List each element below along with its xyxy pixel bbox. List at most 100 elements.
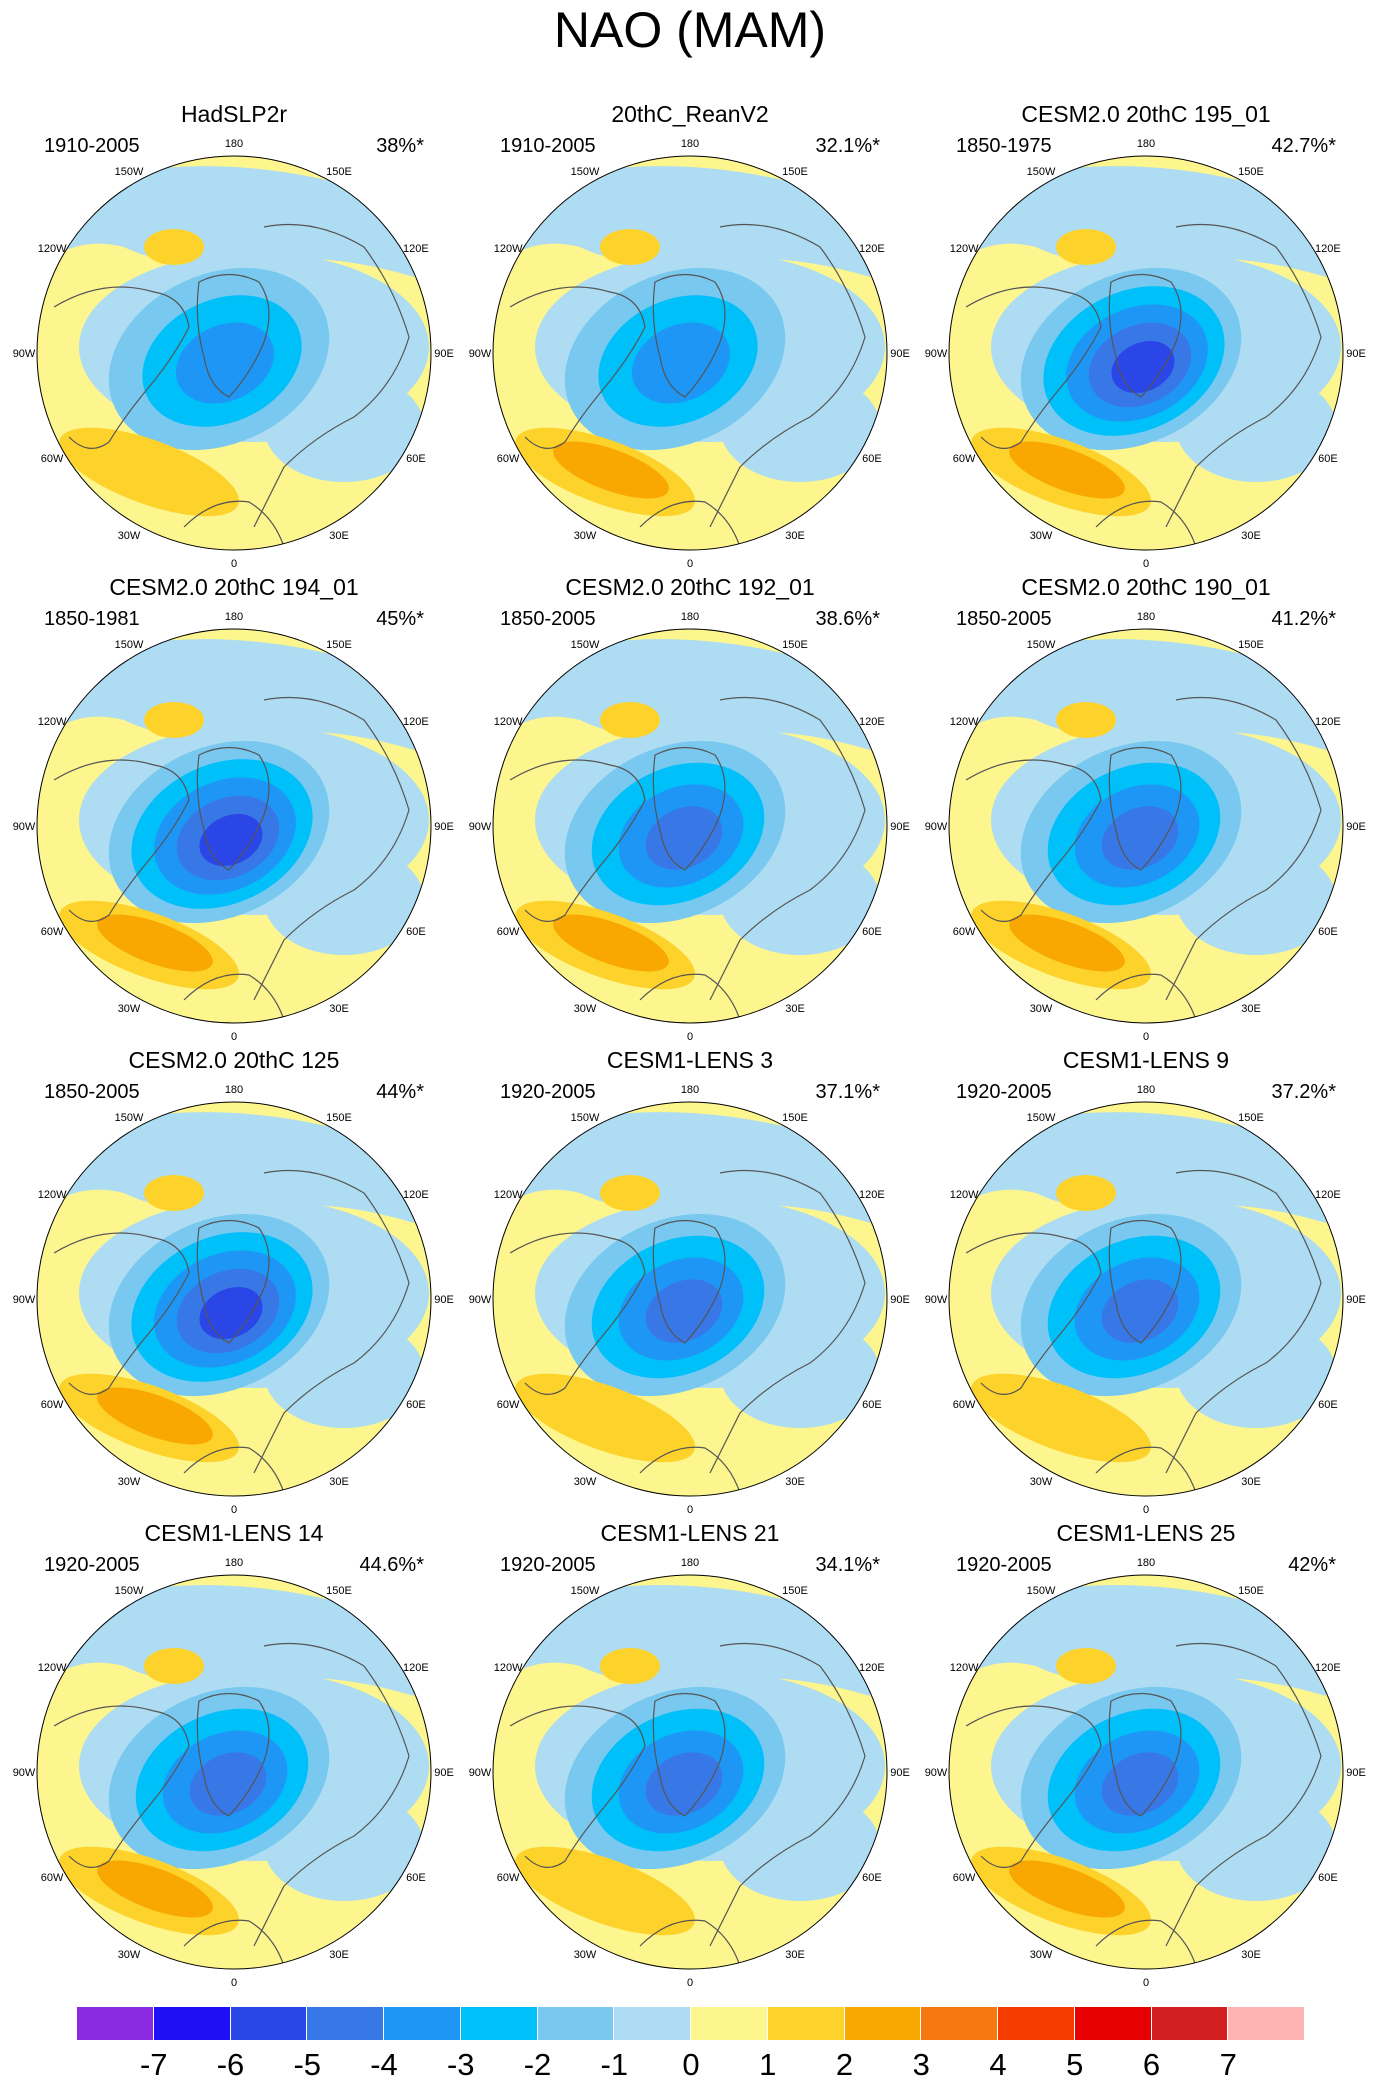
longitude-label: 60W [41, 1399, 64, 1411]
longitude-label: 120W [494, 1662, 523, 1674]
panel-title: HadSLP2r [180, 101, 288, 127]
colorbar-swatch [614, 2007, 691, 2040]
map-panel: CESM1-LENS 21 180 150E 120E 90E 60E 30E 0 30W 60W… [469, 1516, 910, 1991]
positive-contour [144, 702, 204, 738]
negative-contour [199, 813, 263, 867]
coastline-greenland [1108, 273, 1182, 398]
longitude-label: 180 [225, 138, 243, 150]
map-boundary [36, 628, 432, 1024]
map-boundary [492, 155, 888, 551]
coastline [1165, 696, 1322, 1001]
coastline [253, 696, 410, 1001]
coastline [509, 1232, 646, 1395]
longitude-label: 150W [1027, 1585, 1056, 1597]
longitude-label: 150W [115, 1112, 144, 1124]
longitude-label: 120E [1315, 716, 1341, 728]
coastline-greenland [652, 746, 726, 871]
field-negative-area [510, 1585, 870, 1696]
colorbar-tick-label: 7 [1219, 2047, 1237, 2082]
longitude-label: 90W [13, 1767, 36, 1779]
longitude-label: 120E [1315, 1189, 1341, 1201]
positive-contour [1056, 229, 1116, 265]
longitude-label: 60E [862, 1872, 882, 1884]
longitude-label: 180 [1137, 1084, 1155, 1096]
field-negative-area [264, 1791, 424, 1901]
field-negative-area [54, 639, 414, 750]
longitude-label: 90E [1346, 1294, 1366, 1306]
panel-years: 1920-2005 [956, 1554, 1052, 1576]
longitude-label: 30W [1030, 1003, 1053, 1015]
positive-contour [97, 1860, 213, 1918]
panel-years: 1910-2005 [500, 135, 596, 157]
positive-contour [1009, 1860, 1125, 1918]
coastline [965, 1705, 1102, 1868]
longitude-label: 120W [950, 1189, 979, 1201]
map-panel: 20thC_ReanV2 180 150E 120E 90E 60E 30E 0 30W 60W 9… [469, 97, 910, 572]
coastline [509, 759, 646, 922]
positive-contour [515, 1373, 695, 1463]
map-boundary [948, 155, 1344, 551]
positive-contour [1056, 1648, 1116, 1684]
panel-variance-pct: 34.1%* [815, 1554, 881, 1576]
longitude-label: 30E [1241, 1949, 1261, 1961]
coastline [639, 500, 741, 548]
coastline [1095, 500, 1197, 548]
map-panel: CESM2.0 20thC 194_01 180 150E 120E 90E 60E 30E… [13, 570, 454, 1045]
longitude-label: 90W [469, 1767, 492, 1779]
longitude-label: 30W [118, 1476, 141, 1488]
polar-map: 180 150E 120E 90E 60E 30E 0 30W 60W 90W 120W 150W [925, 611, 1366, 1043]
colorbar-tick-label: 2 [835, 2047, 854, 2082]
longitude-label: 60W [953, 1399, 976, 1411]
positive-contour [144, 1175, 204, 1211]
panel-variance-pct: 42.7%* [1271, 135, 1337, 157]
longitude-label: 180 [225, 1557, 243, 1569]
colorbar-tick-label: 1 [759, 2047, 777, 2082]
longitude-label: 0 [231, 1031, 237, 1043]
coastline [509, 1705, 646, 1868]
longitude-label: 180 [1137, 1557, 1155, 1569]
panel-years: 1920-2005 [956, 1081, 1052, 1103]
longitude-label: 150W [571, 1112, 600, 1124]
positive-contour [59, 427, 239, 517]
field-negative-area [1176, 1791, 1336, 1901]
longitude-label: 150E [326, 639, 352, 651]
map-panel: CESM1-LENS 3 180 150E 120E 90E 60E 30E 0 30W 60W 9… [469, 1043, 910, 1518]
longitude-label: 60E [1318, 1399, 1338, 1411]
field-negative-area [510, 639, 870, 750]
longitude-label: 120W [950, 716, 979, 728]
longitude-label: 90E [434, 1294, 454, 1306]
coastline [1095, 1446, 1197, 1494]
field-negative-area [54, 166, 414, 277]
negative-contour [1111, 340, 1175, 394]
longitude-label: 150E [782, 1585, 808, 1597]
panel-title: CESM2.0 20thC 192_01 [565, 574, 815, 600]
longitude-label: 60W [497, 1872, 520, 1884]
colorbar-tick-label: -2 [523, 2047, 552, 2082]
longitude-label: 30E [785, 1476, 805, 1488]
positive-contour [600, 1175, 660, 1211]
longitude-label: 90W [13, 348, 36, 360]
longitude-label: 30E [329, 1476, 349, 1488]
longitude-label: 60E [406, 926, 426, 938]
coastline [183, 973, 285, 1021]
longitude-label: 150W [115, 166, 144, 178]
coastline [53, 286, 190, 449]
colorbar-tick-label: -3 [446, 2047, 475, 2082]
field-negative-area [966, 1112, 1326, 1223]
positive-contour [1009, 914, 1125, 972]
positive-contour [97, 1387, 213, 1445]
positive-contour [1056, 702, 1116, 738]
positive-contour [1009, 441, 1125, 499]
longitude-label: 60W [953, 1872, 976, 1884]
panel-variance-pct: 38%* [376, 135, 424, 157]
longitude-label: 90E [1346, 821, 1366, 833]
longitude-label: 90W [925, 1294, 948, 1306]
polar-map: 180 150E 120E 90E 60E 30E 0 30W 60W 90W 120W 150W [925, 1084, 1366, 1516]
coastline [183, 500, 285, 548]
longitude-label: 30W [1030, 530, 1053, 542]
longitude-label: 60W [497, 453, 520, 465]
longitude-label: 90W [469, 821, 492, 833]
field-negative-area [54, 1112, 414, 1223]
longitude-label: 60W [41, 453, 64, 465]
colorbar-swatch [844, 2007, 922, 2040]
